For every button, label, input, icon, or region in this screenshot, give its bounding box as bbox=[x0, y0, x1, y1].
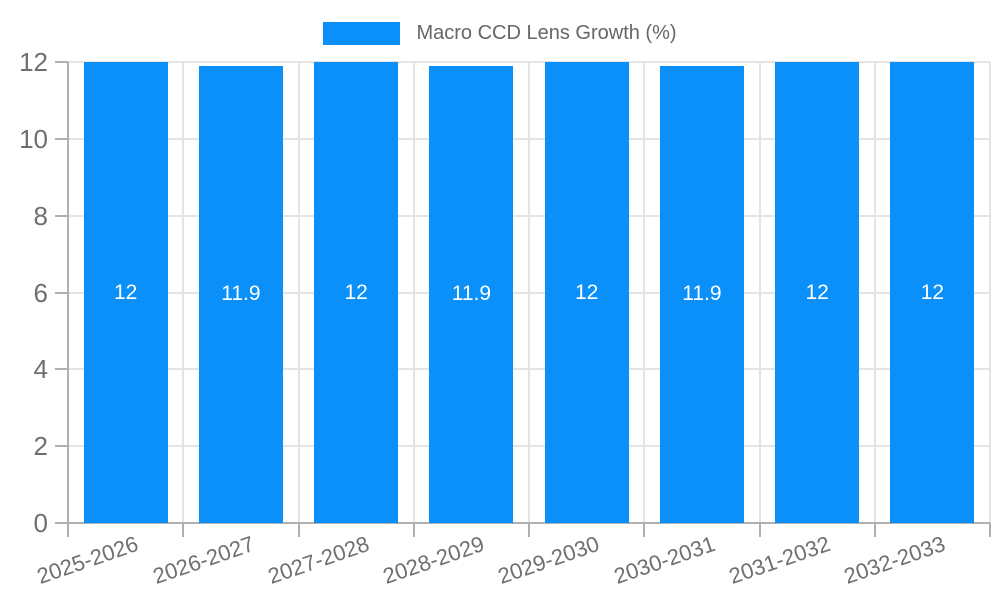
y-axis-tick bbox=[55, 368, 68, 371]
bar-value-label: 12 bbox=[574, 280, 599, 304]
x-axis-tick bbox=[643, 523, 646, 537]
y-axis-tick bbox=[55, 137, 68, 140]
y-axis-tick-label: 0 bbox=[33, 508, 48, 538]
y-axis-tick bbox=[55, 291, 68, 294]
bar[interactable] bbox=[198, 65, 283, 523]
gridline-vertical bbox=[643, 62, 646, 523]
y-axis-tick bbox=[55, 214, 68, 217]
x-axis-tick-label: 2027-2028 bbox=[264, 531, 373, 589]
bar[interactable] bbox=[659, 65, 744, 523]
y-axis-tick bbox=[55, 522, 68, 524]
x-axis-tick bbox=[873, 523, 876, 537]
gridline-vertical bbox=[528, 62, 530, 523]
bar-value-label: 12 bbox=[344, 280, 368, 304]
x-axis-tick-label: 2028-2029 bbox=[379, 531, 488, 589]
x-axis-tick-label: 2031-2032 bbox=[725, 531, 834, 589]
gridline-vertical bbox=[182, 62, 185, 523]
x-axis-tick bbox=[182, 523, 185, 537]
bar[interactable] bbox=[314, 62, 399, 523]
x-axis-tick bbox=[758, 523, 761, 537]
bar-value-label: 11.9 bbox=[682, 282, 722, 306]
x-axis-tick bbox=[528, 523, 530, 537]
gridline-vertical bbox=[758, 62, 761, 523]
bar[interactable] bbox=[83, 62, 168, 523]
chart-legend[interactable]: Macro CCD Lens Growth (%) bbox=[0, 22, 1000, 45]
bar-value-label: 12 bbox=[920, 280, 945, 304]
y-axis-tick-label: 10 bbox=[19, 123, 48, 154]
bar[interactable] bbox=[890, 62, 975, 523]
bar[interactable] bbox=[544, 62, 629, 523]
y-axis-tick-label: 6 bbox=[33, 277, 48, 308]
bar-value-label: 12 bbox=[805, 280, 829, 304]
bar[interactable] bbox=[775, 62, 860, 523]
y-axis-tick-label: 12 bbox=[19, 47, 48, 77]
legend-label: Macro CCD Lens Growth (%) bbox=[416, 22, 677, 44]
y-axis-tick-label: 4 bbox=[33, 354, 48, 385]
y-axis-line bbox=[67, 62, 69, 523]
x-axis-tick bbox=[412, 523, 415, 537]
x-axis-tick bbox=[297, 523, 300, 537]
legend-swatch-icon bbox=[323, 22, 401, 45]
x-axis-tick-label: 2030-2031 bbox=[610, 531, 719, 589]
x-axis-tick-label: 2025-2026 bbox=[34, 531, 142, 589]
gridline-vertical bbox=[297, 62, 300, 523]
gridline-vertical bbox=[989, 62, 991, 523]
bar-value-label: 12 bbox=[113, 280, 138, 304]
x-axis-tick-label: 2032-2033 bbox=[840, 531, 949, 589]
gridline-vertical bbox=[412, 62, 415, 523]
x-axis-tick bbox=[67, 523, 69, 537]
x-axis-tick-label: 2029-2030 bbox=[495, 531, 603, 589]
bar[interactable] bbox=[429, 65, 514, 523]
x-axis-tick bbox=[989, 523, 991, 537]
gridline-vertical bbox=[873, 62, 876, 523]
bar-value-label: 11.9 bbox=[451, 282, 492, 306]
x-axis-tick-label: 2026-2027 bbox=[149, 531, 258, 589]
y-axis-tick-label: 8 bbox=[33, 200, 48, 231]
bar-value-label: 11.9 bbox=[221, 282, 261, 306]
y-axis-tick bbox=[55, 61, 68, 63]
y-axis-tick bbox=[55, 445, 68, 448]
x-axis-line bbox=[55, 522, 990, 524]
y-axis-tick-label: 2 bbox=[33, 431, 48, 462]
